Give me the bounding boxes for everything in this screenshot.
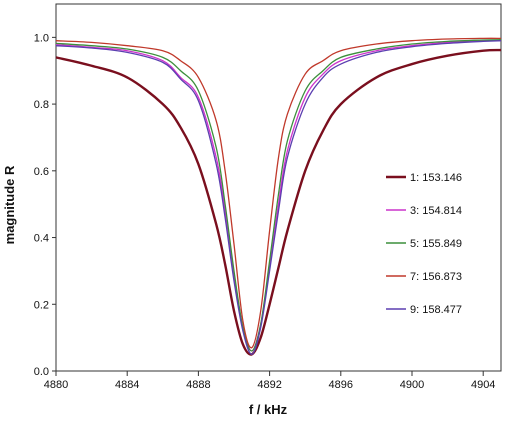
x-tick-label: 4884	[115, 379, 139, 391]
plot-frame	[55, 3, 502, 372]
legend-entry-label: 1: 153.146	[410, 172, 462, 184]
y-tick-label: 0.4	[34, 233, 49, 245]
plot-area	[55, 3, 502, 372]
series-line-3	[55, 39, 502, 352]
x-tick-label: 4896	[329, 379, 353, 391]
series-lines	[55, 37, 502, 356]
legend-entry-label: 3: 154.814	[410, 205, 462, 217]
legend-entry-label: 5: 155.849	[410, 238, 462, 250]
y-axis-label: magnitude R	[2, 165, 17, 244]
x-tick-label: 4892	[257, 379, 281, 391]
x-tick-label: 4888	[186, 379, 210, 391]
x-axis-ticks: 4880 4884 4888 4892 4896 4900 4904	[44, 371, 495, 391]
y-axis-ticks: 0.0 0.2 0.4 0.6 0.8 1.0	[34, 32, 56, 378]
series-line-1	[55, 48, 502, 356]
y-tick-label: 0.8	[34, 99, 49, 111]
y-tick-label: 0.2	[34, 299, 49, 311]
series-line-5	[55, 40, 502, 355]
series-line-4	[55, 37, 502, 349]
x-tick-label: 4900	[400, 379, 424, 391]
x-axis-label: f / kHz	[249, 402, 288, 417]
y-tick-label: 1.0	[34, 32, 49, 44]
legend: 1: 153.146 3: 154.814 5: 155.849 7: 156.873…	[386, 172, 462, 316]
x-tick-label: 4904	[471, 379, 495, 391]
legend-entry-label: 7: 156.873	[410, 271, 462, 283]
x-tick-label: 4880	[44, 379, 68, 391]
y-tick-label: 0.0	[34, 366, 49, 378]
y-tick-label: 0.6	[34, 166, 49, 178]
legend-entry-label: 9: 158.477	[410, 304, 462, 316]
